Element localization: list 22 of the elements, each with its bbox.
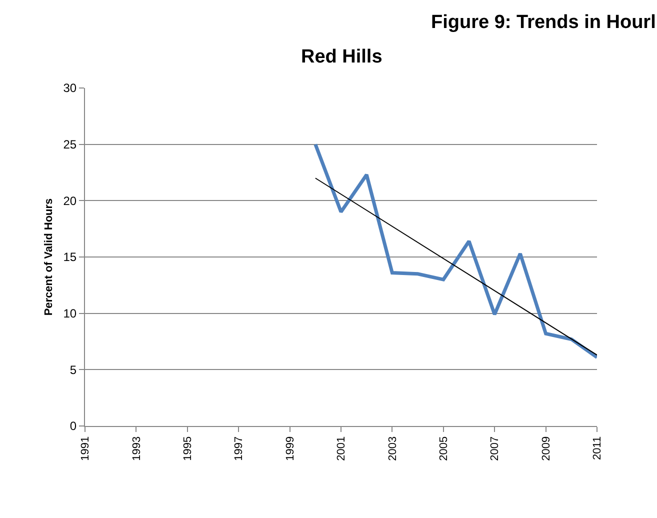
- line-series: [314, 142, 597, 360]
- x-tick-label: 2005: [438, 436, 450, 461]
- y-tick-label: 20: [63, 194, 77, 208]
- chart-title: Red Hills: [300, 46, 382, 68]
- y-axis-title: Percent of Valid Hours: [42, 198, 55, 316]
- y-tick-label: 10: [63, 306, 77, 321]
- x-tick-label: 1999: [284, 436, 296, 461]
- x-tick-label: 2007: [489, 436, 502, 461]
- x-tick-label: 1991: [80, 436, 92, 461]
- x-tick-label: 2001: [336, 436, 348, 461]
- x-tick-label: 1997: [233, 436, 246, 461]
- y-tick-label: 30: [63, 81, 77, 96]
- y-tick-label: 25: [63, 138, 77, 152]
- caption: Figure 9: Trends in Hourl: [431, 12, 656, 33]
- x-tick-label: 2003: [386, 436, 399, 461]
- x-tick-label: 2009: [540, 436, 552, 461]
- x-tick-label: 1995: [182, 436, 194, 461]
- x-tick-label: 2011: [592, 436, 604, 460]
- y-tick-label: 0: [70, 419, 77, 434]
- y-tick-label: 15: [63, 250, 77, 264]
- y-tick-label: 5: [70, 362, 77, 377]
- x-tick-label: 1993: [130, 436, 143, 461]
